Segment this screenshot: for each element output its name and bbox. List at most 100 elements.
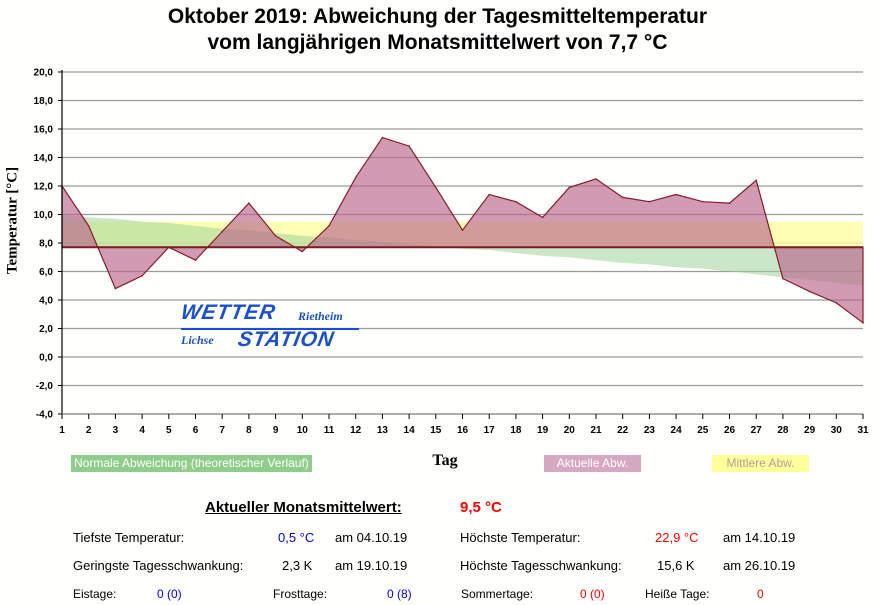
y-tick-label: 14,0 [34, 153, 54, 164]
x-tick-label: 5 [166, 425, 172, 436]
y-tick-label: -4,0 [36, 410, 54, 421]
data-point-actual [648, 200, 651, 203]
data-point-actual [675, 193, 677, 196]
logo-word-wetter: WETTER [179, 301, 278, 324]
x-tick-labels: 1 2 3 4 5 6 7 8 9 10 11 12 13 14 15 16 17 18 19 20 21 22 23 24 2… [59, 425, 869, 436]
y-tick-label: 18,0 [34, 96, 54, 107]
y-tick-label: 2,0 [39, 324, 53, 335]
x-tick-label: 10 [297, 425, 309, 436]
x-tick-label: 29 [804, 425, 816, 436]
y-tick-label: 20,0 [34, 68, 54, 79]
x-tick-label: 24 [671, 425, 683, 436]
mean-value: 9,5 °C [460, 499, 502, 516]
x-tick-label: 23 [644, 425, 656, 436]
data-point-actual [221, 230, 223, 233]
x-tick-label: 15 [430, 425, 442, 436]
data-point-actual [354, 176, 357, 179]
y-tick-label: 12,0 [34, 182, 54, 193]
y-tick-label: 8,0 [39, 239, 53, 250]
data-point-actual [541, 216, 544, 219]
chart-plot: -4,0 -2,0 0,0 2,0 4,0 6,0 8,0 10,0 12,0 14,0 16,0 1… [34, 68, 869, 437]
data-point-actual [835, 302, 838, 304]
min-temp-label: Tiefste Temperatur: [73, 530, 185, 545]
axes [58, 70, 864, 419]
mean-label: Aktueller Monatsmittelwert: [205, 499, 402, 516]
data-point-actual [862, 322, 864, 324]
data-point-actual [808, 290, 811, 293]
data-point-actual [621, 196, 624, 199]
min-range-date: am 19.10.19 [335, 558, 408, 573]
logo-place-rietheim: Rietheim [298, 309, 343, 323]
wetterstation-logo: WETTER Rietheim Lichse STATION [179, 301, 361, 357]
data-point-actual [488, 193, 491, 196]
x-tick-label: 28 [777, 425, 789, 436]
y-tick-label: 16,0 [34, 125, 54, 136]
max-temp-label: Höchste Temperatur: [460, 530, 581, 545]
data-point-actual [595, 178, 597, 180]
x-tick-label: 7 [219, 425, 225, 436]
x-axis-label: Tag [432, 452, 458, 469]
x-tick-label: 26 [724, 425, 736, 436]
frost-days-value: 0 (8) [387, 587, 412, 601]
min-temp-value: 0,5 °C [278, 530, 315, 545]
logo-word-station: STATION [236, 328, 337, 351]
max-range-value: 15,6 K [657, 558, 695, 573]
x-tick-label: 21 [590, 425, 602, 436]
data-point-actual [114, 287, 117, 290]
x-tick-label: 14 [404, 425, 416, 436]
data-point-actual [515, 200, 517, 203]
ice-days-label: Eistage: [73, 587, 117, 601]
chart-title: Oktober 2019: Abweichung der Tagesmittel… [0, 4, 875, 56]
legend-normal: Normale Abweichung (theoretischer Verlau… [71, 455, 312, 472]
x-tick-label: 8 [246, 425, 252, 436]
hot-days-value: 0 [757, 587, 764, 601]
max-range-date: am 26.10.19 [723, 558, 796, 573]
data-point-actual [435, 186, 437, 189]
chart-title-line1: Oktober 2019: Abweichung der Tagesmittel… [167, 5, 708, 28]
x-tick-label: 16 [457, 425, 469, 436]
data-point-actual [87, 225, 90, 227]
max-temp-date: am 14.10.19 [723, 530, 796, 545]
x-tick-label: 25 [697, 425, 709, 436]
y-tick-label: -2,0 [36, 381, 54, 392]
data-point-actual [301, 250, 304, 253]
legend-actual: Aktuelle Abw. [544, 455, 641, 472]
min-temp-date: am 04.10.19 [335, 530, 408, 545]
x-tick-label: 2 [86, 425, 92, 436]
max-range-label: Höchste Tagesschwankung: [460, 558, 622, 573]
summer-days-label: Sommertage: [461, 587, 534, 601]
y-tick-labels: -4,0 -2,0 0,0 2,0 4,0 6,0 8,0 10,0 12,0 14,0 16,0 1… [34, 68, 54, 421]
data-point-actual [248, 202, 250, 204]
data-point-actual [274, 235, 277, 237]
x-tick-label: 11 [324, 425, 335, 436]
data-point-actual [782, 277, 784, 280]
x-tick-label: 19 [537, 425, 549, 436]
data-point-actual [568, 186, 571, 189]
data-point-actual [328, 225, 330, 227]
data-point-actual [728, 202, 731, 204]
data-point-actual [381, 136, 384, 139]
y-tick-label: 10,0 [34, 210, 54, 221]
min-range-label: Geringste Tagesschwankung: [73, 558, 244, 573]
chart-areas [61, 136, 864, 324]
x-tick-label: 20 [564, 425, 576, 436]
x-tick-label: 9 [273, 425, 279, 436]
x-tick-label: 31 [857, 425, 869, 436]
frost-days-label: Frosttage: [273, 587, 328, 601]
x-tick-label: 22 [617, 425, 629, 436]
min-range-value: 2,3 K [282, 558, 313, 573]
y-tick-label: 4,0 [39, 296, 53, 307]
x-tick-label: 3 [113, 425, 119, 436]
data-point-actual [461, 229, 464, 231]
x-tick-label: 30 [831, 425, 843, 436]
chart-title-line2: vom langjährigen Monatsmittelwert von 7,… [207, 31, 668, 54]
x-tick-label: 6 [193, 425, 199, 436]
data-point-actual [194, 259, 197, 261]
x-tick-label: 13 [377, 425, 389, 436]
data-point-actual [702, 200, 704, 203]
ice-days-value: 0 (0) [157, 587, 182, 601]
legend-mean: Mittlere Abw. [712, 455, 809, 472]
x-tick-label: 4 [139, 425, 145, 436]
logo-place-lichse: Lichse [181, 333, 214, 347]
y-tick-label: 0,0 [39, 353, 53, 364]
